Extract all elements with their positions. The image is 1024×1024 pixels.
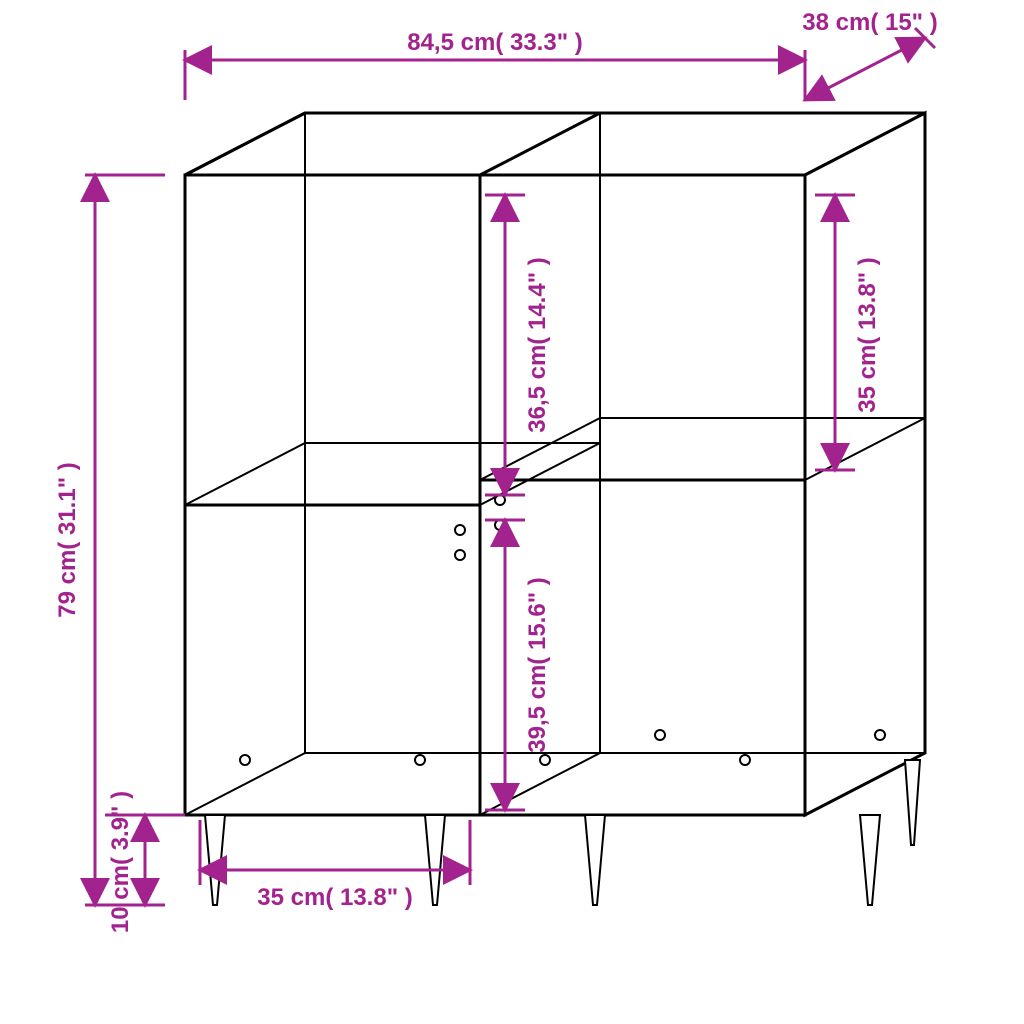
dim-upper-inner-label: 36,5 cm( 14.4" ) bbox=[524, 257, 551, 433]
dim-width-label: 84,5 cm( 33.3" ) bbox=[407, 29, 583, 56]
dim-upper-right-label: 35 cm( 13.8" ) bbox=[854, 257, 881, 413]
dim-depth: 38 cm( 15" ) bbox=[802, 9, 937, 100]
right-face bbox=[805, 113, 925, 815]
cabinet-drawing bbox=[185, 113, 925, 905]
dim-lower-inner-label: 39,5 cm( 15.6" ) bbox=[524, 577, 551, 753]
dim-depth-label: 38 cm( 15" ) bbox=[802, 9, 937, 36]
dim-height-label: 79 cm( 31.1" ) bbox=[54, 462, 81, 618]
dim-leg-height: 10 cm( 3.9" ) bbox=[105, 791, 185, 933]
dimension-diagram: 84,5 cm( 33.3" ) 38 cm( 15" ) 79 cm( 31.… bbox=[0, 0, 1024, 1024]
top-face bbox=[185, 113, 925, 175]
dim-comp-width-label: 35 cm( 13.8" ) bbox=[257, 884, 413, 911]
dim-leg-label: 10 cm( 3.9" ) bbox=[107, 791, 134, 933]
dim-width: 84,5 cm( 33.3" ) bbox=[185, 29, 805, 100]
